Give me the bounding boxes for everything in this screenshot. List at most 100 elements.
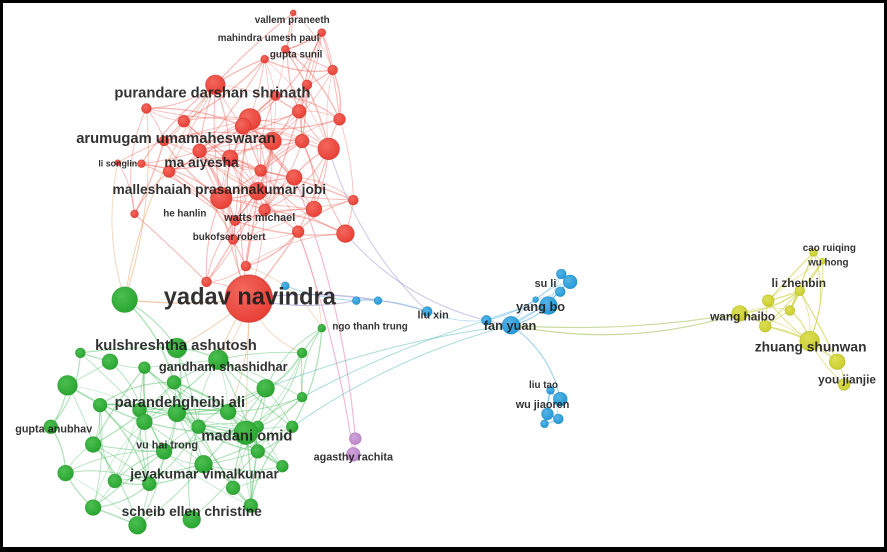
network-node-green[interactable] xyxy=(84,499,102,516)
network-node-green[interactable] xyxy=(250,444,265,459)
network-node-red[interactable] xyxy=(141,103,152,114)
network-node-red[interactable] xyxy=(291,225,305,238)
network-node-red[interactable] xyxy=(201,276,212,288)
network-node-green[interactable] xyxy=(285,420,299,434)
network-node-green[interactable] xyxy=(243,498,259,513)
network-node-blue[interactable] xyxy=(553,413,564,425)
network-node-red[interactable] xyxy=(348,194,359,206)
network-node-red[interactable] xyxy=(210,186,233,210)
network-node-green[interactable] xyxy=(128,516,147,535)
network-node-blue[interactable] xyxy=(539,296,558,315)
network-node-red[interactable] xyxy=(294,133,310,149)
network-node-red[interactable] xyxy=(234,117,252,135)
network-node-red[interactable] xyxy=(162,165,176,178)
network-node-yellow[interactable] xyxy=(731,305,748,322)
network-node-green[interactable] xyxy=(317,323,327,333)
network-node-red[interactable] xyxy=(317,28,327,37)
network-node-blue[interactable] xyxy=(553,391,568,407)
network-node-green[interactable] xyxy=(225,480,241,496)
network-node-yellow[interactable] xyxy=(761,294,775,307)
network-node-blue[interactable] xyxy=(555,286,566,298)
network-node-red[interactable] xyxy=(229,215,241,227)
network-node-green[interactable] xyxy=(136,413,153,431)
network-node-red[interactable] xyxy=(260,54,269,64)
network-node-green[interactable] xyxy=(84,436,102,453)
network-node-green[interactable] xyxy=(233,420,259,445)
network-node-green[interactable] xyxy=(182,510,201,529)
network-node-green[interactable] xyxy=(155,443,173,460)
network-node-green[interactable] xyxy=(296,347,308,359)
network-node-red[interactable] xyxy=(336,224,355,243)
network-node-green[interactable] xyxy=(142,476,157,492)
network-node-red[interactable] xyxy=(281,45,290,54)
network-node-red[interactable] xyxy=(333,113,346,126)
network-node-blue[interactable] xyxy=(532,296,539,303)
network-node-yellow[interactable] xyxy=(794,285,806,297)
network-node-red[interactable] xyxy=(158,135,170,147)
network-node-red[interactable] xyxy=(248,182,267,201)
network-node-green[interactable] xyxy=(107,473,123,489)
network-node-blue[interactable] xyxy=(421,306,433,317)
network-node-red[interactable] xyxy=(137,159,146,168)
network-node-green[interactable] xyxy=(43,419,59,435)
network-node-green[interactable] xyxy=(111,286,138,313)
network-node-green[interactable] xyxy=(57,464,74,482)
network-node-red[interactable] xyxy=(289,9,297,17)
network-node-red[interactable] xyxy=(305,200,323,218)
nodes-layer xyxy=(43,9,851,535)
network-node-purple[interactable] xyxy=(349,432,362,445)
network-node-purple[interactable] xyxy=(346,447,361,462)
network-node-blue[interactable] xyxy=(555,268,567,280)
network-node-blue[interactable] xyxy=(546,386,555,395)
network-node-yellow[interactable] xyxy=(784,305,796,316)
network-node-green[interactable] xyxy=(166,337,188,359)
network-node-red[interactable] xyxy=(114,159,122,166)
network-node-green[interactable] xyxy=(256,379,275,398)
network-node-green[interactable] xyxy=(92,397,108,413)
network-node-blue[interactable] xyxy=(351,296,361,305)
network-node-red[interactable] xyxy=(254,164,267,177)
network-node-yellow[interactable] xyxy=(819,257,826,265)
network-node-green[interactable] xyxy=(276,459,289,473)
network-node-green[interactable] xyxy=(219,403,237,421)
network-node-red[interactable] xyxy=(270,90,281,101)
network-node-green[interactable] xyxy=(166,375,182,390)
network-node-yellow[interactable] xyxy=(828,353,846,370)
network-node-red[interactable] xyxy=(258,203,271,217)
network-node-green[interactable] xyxy=(57,375,78,396)
network-node-green[interactable] xyxy=(208,349,229,370)
network-node-blue[interactable] xyxy=(501,316,521,335)
network-node-red[interactable] xyxy=(301,79,313,91)
network-node-yellow[interactable] xyxy=(759,319,772,333)
network-node-yellow[interactable] xyxy=(837,378,851,391)
network-node-red[interactable] xyxy=(177,115,191,128)
network-node-red[interactable] xyxy=(130,209,139,219)
network-node-yellow[interactable] xyxy=(809,248,818,257)
network-node-green[interactable] xyxy=(75,347,86,359)
network-node-red[interactable] xyxy=(291,104,307,119)
network-node-blue[interactable] xyxy=(373,296,383,305)
network-node-blue[interactable] xyxy=(540,419,549,429)
network-node-red[interactable] xyxy=(327,64,338,76)
network-node-yellow[interactable] xyxy=(799,330,820,352)
network-node-red[interactable] xyxy=(317,137,340,161)
network-node-red[interactable] xyxy=(227,234,239,245)
network-node-green[interactable] xyxy=(167,403,187,423)
network-node-green[interactable] xyxy=(101,353,119,370)
network-node-red[interactable] xyxy=(205,74,226,95)
network-node-red[interactable] xyxy=(224,274,274,323)
network-node-red[interactable] xyxy=(221,149,239,166)
network-node-red[interactable] xyxy=(192,143,207,159)
network-node-red[interactable] xyxy=(285,169,303,186)
network-node-red[interactable] xyxy=(240,260,252,272)
network-node-green[interactable] xyxy=(191,419,206,435)
network-node-green[interactable] xyxy=(194,455,213,474)
network-node-green[interactable] xyxy=(296,391,308,403)
network-node-blue[interactable] xyxy=(281,281,290,291)
network-node-blue[interactable] xyxy=(481,315,492,326)
network-node-blue[interactable] xyxy=(541,407,554,421)
network-node-green[interactable] xyxy=(138,361,151,374)
network-node-red[interactable] xyxy=(263,131,282,151)
network-node-blue[interactable] xyxy=(562,274,578,290)
